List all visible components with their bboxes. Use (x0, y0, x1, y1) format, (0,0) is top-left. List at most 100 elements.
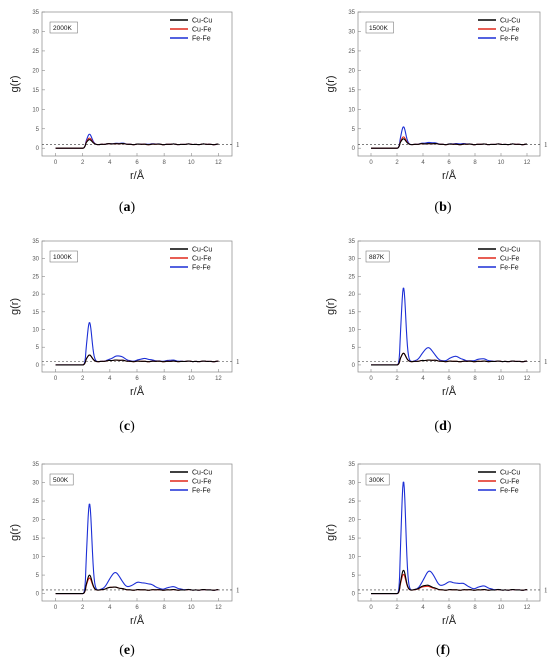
temperature-label: 500K (53, 477, 69, 484)
y-tick-label: 25 (348, 49, 355, 55)
temperature-label: 1000K (53, 254, 72, 261)
y-tick-label: 10 (348, 555, 355, 561)
y-tick-label: 20 (32, 292, 39, 298)
x-tick-label: 0 (369, 376, 373, 382)
x-tick-label: 2 (81, 605, 85, 611)
series-line-cu-cu (370, 352, 528, 366)
x-tick-label: 6 (447, 376, 451, 382)
x-tick-label: 2 (395, 160, 399, 166)
legend-label: Cu-Cu (192, 470, 212, 477)
panel-letter: d (439, 419, 447, 434)
y-tick-label: 0 (36, 146, 40, 152)
series-line-fe-fe (55, 503, 219, 595)
x-tick-label: 12 (524, 376, 531, 382)
series-line-cu-cu (55, 139, 219, 149)
x-tick-label: 6 (135, 376, 139, 382)
x-tick-label: 2 (395, 605, 399, 611)
x-tick-label: 12 (215, 160, 222, 166)
y-tick-label: 0 (352, 592, 356, 598)
legend-label: Fe-Fe (500, 265, 519, 272)
x-tick-label: 10 (498, 376, 505, 382)
panel-f: 0 5 10 15 20 25 30 35 0 2 4 6 8 10 12 r/Å g(r) 1 300K Cu-Cu… (325, 462, 548, 658)
legend-label: Cu-Cu (500, 18, 520, 25)
y-tick-label: 35 (32, 462, 39, 468)
y-tick-label: 0 (352, 363, 356, 369)
panel-caption: (f) (436, 643, 450, 658)
legend-label: Cu-Fe (192, 27, 212, 34)
x-axis-label: r/Å (442, 169, 457, 182)
y-tick-label: 5 (352, 573, 356, 579)
y-tick-label: 10 (32, 328, 39, 334)
y-tick-label: 15 (32, 88, 39, 94)
series-line-cu-cu (370, 138, 528, 149)
series-line-fe-fe (370, 287, 528, 366)
y-tick-label: 5 (352, 127, 356, 133)
legend-label: Fe-Fe (192, 488, 211, 495)
y-tick-label: 30 (32, 29, 39, 35)
panel-caption: (c) (119, 419, 135, 434)
x-tick-label: 8 (473, 160, 477, 166)
legend-label: Cu-Cu (192, 18, 212, 25)
y-tick-label: 25 (32, 49, 39, 55)
panel-letter: b (439, 200, 447, 215)
y-tick-label: 35 (32, 10, 39, 16)
x-axis-label: r/Å (442, 614, 457, 627)
reference-line-label: 1 (236, 586, 240, 594)
x-tick-label: 4 (108, 160, 112, 166)
x-tick-label: 0 (369, 160, 373, 166)
temperature-label: 887K (369, 254, 385, 261)
x-tick-label: 0 (54, 376, 58, 382)
legend-label: Fe-Fe (192, 265, 211, 272)
series-line-cu-fe (370, 573, 528, 595)
temperature-box (49, 21, 78, 34)
legend-label: Fe-Fe (500, 488, 519, 495)
x-tick-label: 2 (81, 376, 85, 382)
y-axis-label: g(r) (9, 298, 21, 315)
x-tick-label: 6 (135, 160, 139, 166)
y-tick-label: 35 (32, 239, 39, 245)
y-axis-label: g(r) (9, 75, 21, 92)
y-tick-label: 10 (32, 107, 39, 113)
temperature-label: 2000K (53, 25, 72, 32)
x-tick-label: 10 (188, 160, 195, 166)
y-tick-label: 10 (348, 107, 355, 113)
y-tick-label: 20 (32, 518, 39, 524)
reference-line-label: 1 (544, 141, 548, 149)
y-axis-label: g(r) (325, 75, 337, 92)
x-tick-label: 4 (421, 376, 425, 382)
y-tick-label: 20 (348, 68, 355, 74)
series-line-cu-fe (55, 577, 219, 595)
panel-b: 0 5 10 15 20 25 30 35 0 2 4 6 8 10 12 r/Å g(r) 1 1500K Cu-C… (325, 10, 548, 215)
y-tick-label: 0 (352, 146, 356, 152)
legend-label: Cu-Cu (192, 247, 212, 254)
series-line-fe-fe (55, 322, 219, 366)
y-tick-label: 0 (36, 592, 40, 598)
series-line-cu-cu (55, 354, 219, 366)
y-tick-label: 20 (348, 292, 355, 298)
legend-label: Cu-Fe (192, 256, 212, 263)
x-tick-label: 8 (162, 160, 166, 166)
y-tick-label: 15 (348, 536, 355, 542)
x-tick-label: 10 (498, 160, 505, 166)
y-tick-label: 20 (348, 518, 355, 524)
series-line-cu-cu (55, 574, 219, 595)
y-tick-label: 25 (348, 274, 355, 280)
panel-d: 0 5 10 15 20 25 30 35 0 2 4 6 8 10 12 r/Å g(r) 1 887K Cu-Cu… (325, 239, 548, 434)
x-tick-label: 4 (108, 376, 112, 382)
y-tick-label: 35 (348, 239, 355, 245)
y-tick-label: 35 (348, 10, 355, 16)
y-tick-label: 15 (348, 88, 355, 94)
y-tick-label: 30 (348, 481, 355, 487)
legend-label: Cu-Fe (192, 479, 212, 486)
x-tick-label: 10 (498, 605, 505, 611)
panel-caption: (a) (119, 200, 136, 215)
plot-frame (41, 11, 233, 157)
y-tick-label: 30 (32, 257, 39, 263)
temperature-box (49, 473, 74, 486)
y-tick-label: 10 (32, 555, 39, 561)
y-tick-label: 30 (348, 29, 355, 35)
y-axis-label: g(r) (325, 524, 337, 541)
x-tick-label: 2 (81, 160, 85, 166)
x-tick-label: 8 (473, 376, 477, 382)
